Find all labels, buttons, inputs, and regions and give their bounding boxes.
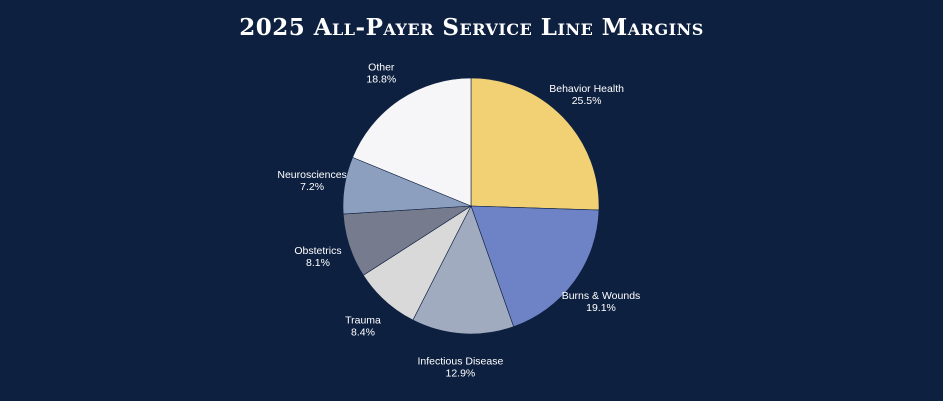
slice-label-burns-wounds: Burns & Wounds 19.1% [562,290,641,314]
pie-slice-behavior-health [470,77,600,211]
slice-category-label: Infectious Disease [418,356,504,368]
slice-value-label: 18.8% [366,73,396,85]
slice-category-label: Other [368,61,395,73]
pie-slice-other [352,77,472,207]
slice-value-label: 8.4% [351,326,375,338]
slice-label-trauma: Trauma 8.4% [345,314,381,338]
pie-slice-infectious-disease [412,205,514,335]
slice-category-label: Burns & Wounds [562,290,641,302]
slice-category-label: Obstetrics [294,245,341,257]
slice-category-label: Neurosciences [277,169,346,181]
slice-label-neurosciences: Neurosciences 7.2% [277,169,346,193]
slice-value-label: 7.2% [300,181,324,193]
slice-value-label: 19.1% [586,302,616,314]
slice-label-infectious-disease: Infectious Disease 12.9% [418,356,504,380]
slice-label-behavior-health: Behavior Health 25.5% [549,83,624,107]
pie-slices [342,77,600,335]
slice-value-label: 8.1% [306,257,330,269]
slice-label-other: Other 18.8% [366,61,396,85]
slice-value-label: 12.9% [446,368,476,380]
slice-value-label: 25.5% [572,95,602,107]
pie-labels: Behavior Health 25.5% Burns & Wounds 19.1% I… [277,61,640,379]
slice-label-obstetrics: Obstetrics 8.1% [294,245,341,269]
chart-title: 2025 All-Payer Service Line Margins [239,14,704,41]
slice-category-label: Behavior Health [549,83,624,95]
slice-category-label: Trauma [345,314,381,326]
